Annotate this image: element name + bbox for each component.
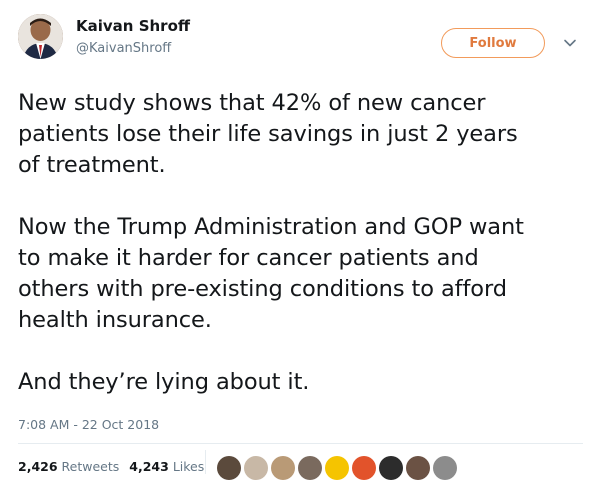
liker-avatar[interactable] bbox=[271, 456, 295, 480]
liker-avatar[interactable] bbox=[325, 456, 349, 480]
divider bbox=[18, 443, 583, 444]
paragraph-gap bbox=[18, 181, 593, 212]
author-handle[interactable]: @KaivanShroff bbox=[76, 41, 172, 56]
tweet-line: patients lose their life savings in just… bbox=[18, 121, 518, 147]
retweets-stat[interactable]: 2,426 Retweets bbox=[18, 459, 119, 474]
tweet-line: health insurance. bbox=[18, 307, 212, 333]
retweets-label: Retweets bbox=[61, 459, 120, 474]
likes-count: 4,243 bbox=[129, 459, 169, 474]
liker-avatar[interactable] bbox=[379, 456, 403, 480]
retweets-count: 2,426 bbox=[18, 459, 58, 474]
tweet-text: New study shows that 42% of new cancer p… bbox=[18, 88, 593, 398]
tweet-line: New study shows that 42% of new cancer bbox=[18, 90, 486, 116]
avatar-photo bbox=[18, 14, 63, 59]
liker-avatar[interactable] bbox=[244, 456, 268, 480]
tweet-line: Now the Trump Administration and GOP wan… bbox=[18, 214, 524, 240]
tweet-line: to make it harder for cancer patients an… bbox=[18, 245, 479, 271]
tweet-line: And they’re lying about it. bbox=[18, 369, 310, 395]
author-name[interactable]: Kaivan Shroff bbox=[76, 17, 191, 35]
liker-avatar[interactable] bbox=[406, 456, 430, 480]
liker-avatar[interactable] bbox=[298, 456, 322, 480]
tweet-stats: 2,426 Retweets 4,243 Likes bbox=[18, 459, 214, 474]
tweet-timestamp[interactable]: 7:08 AM - 22 Oct 2018 bbox=[18, 417, 160, 432]
stats-separator bbox=[205, 450, 206, 474]
liker-avatar[interactable] bbox=[352, 456, 376, 480]
paragraph-gap bbox=[18, 336, 593, 367]
tweet-line: of treatment. bbox=[18, 152, 166, 178]
liker-avatar[interactable] bbox=[433, 456, 457, 480]
liker-avatars bbox=[217, 456, 460, 480]
likes-stat[interactable]: 4,243 Likes bbox=[129, 459, 204, 474]
avatar[interactable] bbox=[18, 14, 63, 59]
chevron-down-icon[interactable] bbox=[563, 36, 577, 50]
liker-avatar[interactable] bbox=[217, 456, 241, 480]
likes-label: Likes bbox=[172, 459, 205, 474]
follow-button[interactable]: Follow bbox=[441, 28, 545, 58]
tweet-line: others with pre-existing conditions to a… bbox=[18, 276, 507, 302]
